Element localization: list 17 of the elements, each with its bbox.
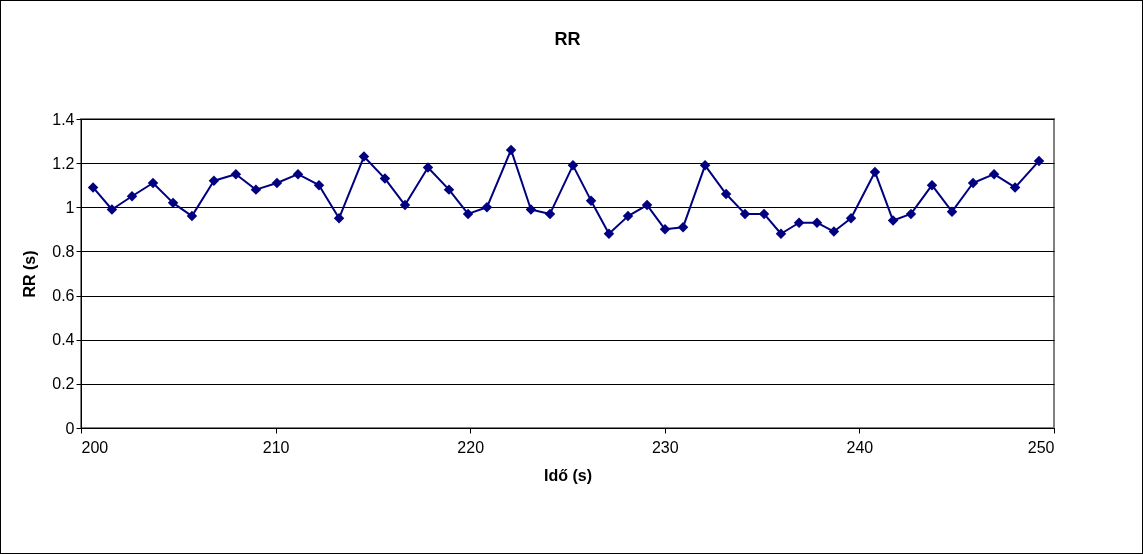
y-tick-label: 0.8 [52, 242, 75, 260]
y-tick-label: 1 [65, 198, 75, 216]
y-tick-label: 0 [65, 419, 75, 437]
y-tick-label: 0.6 [52, 287, 75, 305]
y-tick-label: 1.4 [52, 110, 75, 128]
x-tick-label: 230 [651, 438, 679, 456]
y-tick-label: 1.2 [52, 154, 75, 172]
x-tick-label: 220 [457, 438, 485, 456]
y-tick-label: 0.2 [52, 375, 75, 393]
x-tick-label: 210 [262, 438, 290, 456]
x-tick-label: 240 [846, 438, 874, 456]
y-tick-label: 0.4 [52, 331, 75, 349]
chart-title: RR [554, 29, 581, 49]
y-axis-title: RR (s) [21, 250, 39, 298]
x-tick-label: 250 [1027, 438, 1055, 456]
x-tick-label: 200 [81, 438, 109, 456]
x-axis-title: Idő (s) [544, 466, 592, 484]
